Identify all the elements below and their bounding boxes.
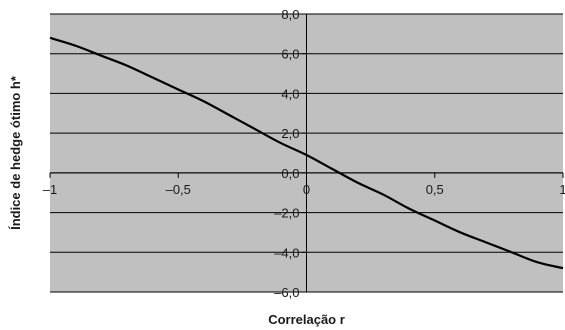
x-tick-labels: –1 –0,5 0 0,5 1 bbox=[43, 172, 565, 197]
y-tick-label: –6,0 bbox=[274, 285, 299, 300]
y-tick-labels: 8,0 6,0 4,0 2,0 0,0 –2,0 –4,0 –6,0 bbox=[274, 7, 307, 300]
x-tick-label: 1 bbox=[559, 182, 565, 197]
y-tick-label: 6,0 bbox=[281, 47, 299, 62]
y-axis-title: Índice de hedge ótimo h* bbox=[8, 75, 23, 230]
x-tick-label: 0,5 bbox=[426, 182, 444, 197]
y-tick-label: –2,0 bbox=[274, 206, 299, 221]
x-axis-title: Correlação r bbox=[268, 312, 345, 327]
y-tick-label: 0,0 bbox=[281, 166, 299, 181]
y-tick-label: 8,0 bbox=[281, 7, 299, 22]
x-tick-label: –0,5 bbox=[166, 182, 191, 197]
x-tick-label: –1 bbox=[43, 182, 57, 197]
series-line bbox=[49, 36, 564, 270]
y-tick-label: 2,0 bbox=[281, 126, 299, 141]
y-tick-label: –4,0 bbox=[274, 245, 299, 260]
y-tick-label: 4,0 bbox=[281, 86, 299, 101]
x-tick-label: 0 bbox=[303, 182, 310, 197]
